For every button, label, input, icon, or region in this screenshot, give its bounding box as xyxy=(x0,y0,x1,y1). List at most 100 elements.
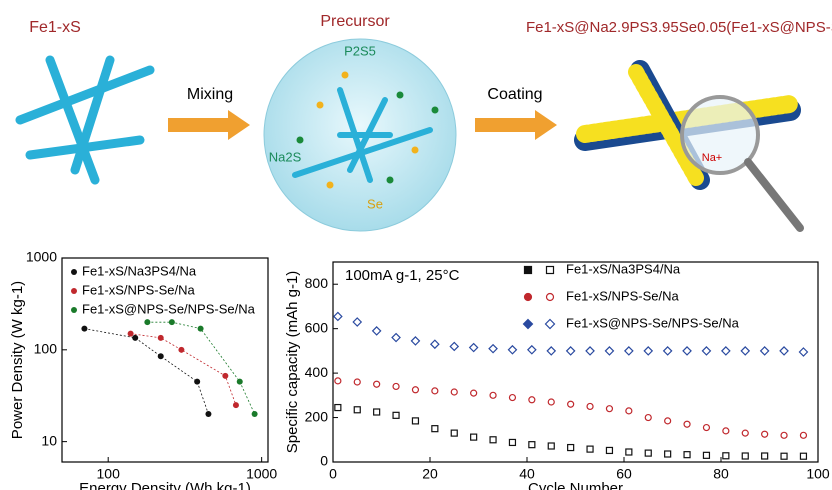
marker xyxy=(374,381,380,387)
marker xyxy=(373,327,381,335)
series-line xyxy=(131,334,236,405)
legend-label: Fe1-xS/Na3PS4/Na xyxy=(82,263,197,278)
point xyxy=(158,353,164,359)
marker xyxy=(606,447,612,453)
x-tick-label: 80 xyxy=(713,466,729,482)
marker xyxy=(547,347,555,355)
legend-label: Fe1-xS@NPS-Se/NPS-Se/Na xyxy=(82,301,256,316)
label: Coating xyxy=(487,86,542,103)
figure: Fe1-xS Mixing Precursor P2S5 Na2S Se Coa… xyxy=(0,0,832,490)
y-tick-label: 800 xyxy=(305,275,329,291)
y-tick-label: 600 xyxy=(305,319,329,335)
marker xyxy=(525,267,532,274)
arrow xyxy=(475,110,557,140)
marker xyxy=(451,389,457,395)
marker xyxy=(568,445,574,451)
marker xyxy=(353,318,361,326)
marker xyxy=(393,412,399,418)
marker xyxy=(800,432,806,438)
marker xyxy=(471,434,477,440)
marker xyxy=(586,347,594,355)
point xyxy=(178,347,184,353)
y-tick-label: 0 xyxy=(320,453,328,469)
marker xyxy=(626,408,632,414)
marker xyxy=(411,337,419,345)
y-tick-label: 400 xyxy=(305,364,329,380)
point xyxy=(252,411,258,417)
rods xyxy=(20,60,150,180)
marker xyxy=(354,379,360,385)
label: P2S5 xyxy=(344,43,376,58)
legend-label: Fe1-xS/Na3PS4/Na xyxy=(566,261,681,276)
marker xyxy=(567,347,575,355)
marker xyxy=(703,425,709,431)
label: Fe1-xS xyxy=(29,19,81,36)
marker xyxy=(799,348,807,356)
marker xyxy=(451,430,457,436)
marker xyxy=(741,347,749,355)
point xyxy=(132,335,138,341)
marker xyxy=(431,340,439,348)
x-axis-label: Energy Density (Wh kg-1) xyxy=(79,480,251,490)
marker xyxy=(644,347,652,355)
point xyxy=(205,411,211,417)
label: Na2S xyxy=(269,149,302,164)
marker xyxy=(412,418,418,424)
marker xyxy=(335,378,341,384)
point xyxy=(198,326,204,332)
marker xyxy=(471,390,477,396)
point xyxy=(237,379,243,385)
label: Precursor xyxy=(320,13,390,30)
marker xyxy=(606,406,612,412)
magnifier-handle xyxy=(748,162,800,228)
point xyxy=(81,326,87,332)
x-tick-label: 0 xyxy=(329,466,337,482)
marker xyxy=(470,344,478,352)
marker xyxy=(665,451,671,457)
marker xyxy=(605,347,613,355)
label: Fe1-xS@Na2.9PS3.95Se0.05(Fe1-xS@NPS-Se) xyxy=(526,19,832,36)
marker xyxy=(490,392,496,398)
series-line xyxy=(84,329,208,414)
marker xyxy=(723,453,729,459)
marker xyxy=(548,443,554,449)
marker xyxy=(645,415,651,421)
marker xyxy=(508,346,516,354)
y-tick-label: 100 xyxy=(34,341,58,357)
marker xyxy=(568,401,574,407)
y-tick-label: 10 xyxy=(41,432,57,448)
annotation: 100mA g-1, 25°C xyxy=(345,267,460,284)
marker xyxy=(489,345,497,353)
marker xyxy=(528,346,536,354)
legend-marker xyxy=(71,288,77,294)
marker xyxy=(683,347,691,355)
point xyxy=(158,335,164,341)
marker xyxy=(432,388,438,394)
x-axis-label: Cycle Number xyxy=(528,480,623,490)
marker xyxy=(781,432,787,438)
point xyxy=(194,379,200,385)
marker xyxy=(684,452,690,458)
marker xyxy=(547,294,554,301)
series-line xyxy=(147,322,254,414)
marker xyxy=(762,453,768,459)
marker xyxy=(548,399,554,405)
legend-marker xyxy=(71,269,77,275)
marker xyxy=(587,446,593,452)
marker xyxy=(546,320,555,329)
marker xyxy=(335,405,341,411)
marker xyxy=(742,430,748,436)
marker xyxy=(525,294,532,301)
point xyxy=(222,373,228,379)
marker xyxy=(723,428,729,434)
marker xyxy=(762,431,768,437)
marker xyxy=(547,267,554,274)
marker xyxy=(524,320,533,329)
arrow xyxy=(168,110,250,140)
label: Mixing xyxy=(187,86,233,103)
legend-label: Fe1-xS/NPS-Se/Na xyxy=(82,282,195,297)
marker xyxy=(412,387,418,393)
x-tick-label: 20 xyxy=(422,466,438,482)
label: Se xyxy=(367,196,383,211)
label: Na+ xyxy=(702,152,723,164)
